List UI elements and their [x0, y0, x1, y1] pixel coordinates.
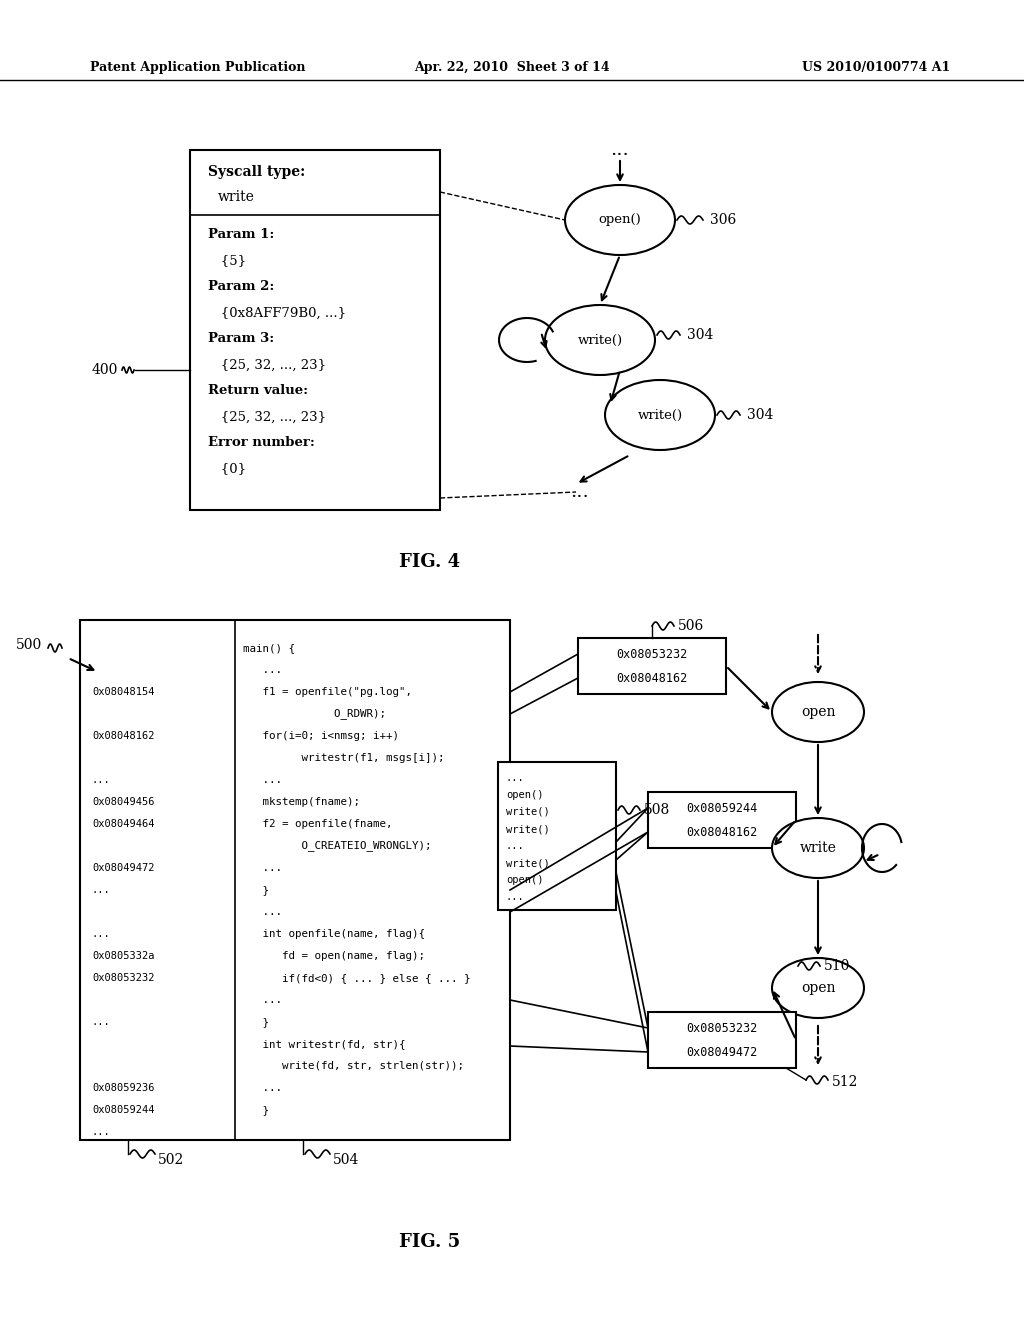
Text: }: }: [243, 1105, 269, 1115]
Text: open(): open(): [599, 214, 641, 227]
Text: 502: 502: [158, 1152, 184, 1167]
Text: Apr. 22, 2010  Sheet 3 of 14: Apr. 22, 2010 Sheet 3 of 14: [414, 62, 610, 74]
Text: 304: 304: [746, 408, 773, 422]
Text: Param 2:: Param 2:: [208, 281, 274, 293]
Text: 0x08059244: 0x08059244: [686, 801, 758, 814]
Text: FIG. 4: FIG. 4: [399, 553, 461, 572]
Text: Param 3:: Param 3:: [208, 333, 274, 346]
Text: Error number:: Error number:: [208, 437, 314, 450]
Text: for(i=0; i<nmsg; i++): for(i=0; i<nmsg; i++): [243, 731, 399, 741]
Text: ...: ...: [92, 1016, 111, 1027]
Text: ...: ...: [570, 483, 590, 502]
Text: writestr(f1, msgs[i]);: writestr(f1, msgs[i]);: [243, 752, 444, 763]
Ellipse shape: [545, 305, 655, 375]
Text: O_RDWR);: O_RDWR);: [243, 709, 386, 719]
Text: 0x08049464: 0x08049464: [92, 818, 155, 829]
Text: 0x08048162: 0x08048162: [616, 672, 688, 685]
Text: ...: ...: [92, 775, 111, 785]
Text: ...: ...: [92, 1127, 111, 1137]
Text: 0x08053232: 0x08053232: [616, 648, 688, 660]
Text: US 2010/0100774 A1: US 2010/0100774 A1: [802, 62, 950, 74]
Text: 500: 500: [15, 638, 42, 652]
Text: {0x8AFF79B0, ...}: {0x8AFF79B0, ...}: [208, 306, 346, 319]
Bar: [80, 620, 510, 1140]
Text: open: open: [801, 705, 836, 719]
Text: 0x08053232: 0x08053232: [686, 1022, 758, 1035]
Text: write(): write(): [506, 824, 550, 834]
Text: write(): write(): [506, 858, 550, 869]
Ellipse shape: [772, 682, 864, 742]
Text: ...: ...: [506, 774, 524, 783]
Text: 306: 306: [710, 213, 736, 227]
Text: f1 = openfile("pg.log",: f1 = openfile("pg.log",: [243, 686, 412, 697]
Text: ...: ...: [243, 665, 282, 675]
Text: mkstemp(fname);: mkstemp(fname);: [243, 797, 360, 807]
Text: 0x08048162: 0x08048162: [686, 825, 758, 838]
Text: ...: ...: [243, 1082, 282, 1093]
Text: {0}: {0}: [208, 462, 246, 475]
Bar: [648, 1012, 796, 1068]
Text: O_CREATEIO_WRONGLY);: O_CREATEIO_WRONGLY);: [243, 841, 431, 851]
Text: 512: 512: [831, 1074, 858, 1089]
Text: 0x08059244: 0x08059244: [92, 1105, 155, 1115]
Text: write: write: [800, 841, 837, 855]
Text: 304: 304: [687, 327, 714, 342]
Text: 510: 510: [824, 960, 850, 973]
Ellipse shape: [565, 185, 675, 255]
Text: 0x08049472: 0x08049472: [686, 1045, 758, 1059]
Text: 0x0805332a: 0x0805332a: [92, 950, 155, 961]
Text: }: }: [243, 1016, 269, 1027]
Text: Return value:: Return value:: [208, 384, 308, 397]
Text: FIG. 5: FIG. 5: [399, 1233, 461, 1251]
Bar: [578, 638, 726, 694]
Text: int writestr(fd, str){: int writestr(fd, str){: [243, 1039, 406, 1049]
Text: {25, 32, ..., 23}: {25, 32, ..., 23}: [208, 411, 326, 424]
Text: write(fd, str, strlen(str));: write(fd, str, strlen(str));: [243, 1061, 464, 1071]
Text: fd = open(name, flag);: fd = open(name, flag);: [243, 950, 425, 961]
Bar: [498, 762, 616, 909]
Text: open: open: [801, 981, 836, 995]
Text: write(): write(): [506, 807, 550, 817]
Text: Syscall type:: Syscall type:: [208, 165, 305, 180]
Text: write: write: [218, 190, 255, 205]
Text: ...: ...: [506, 892, 524, 902]
Text: Param 1:: Param 1:: [208, 228, 274, 242]
Text: {5}: {5}: [208, 255, 246, 268]
Ellipse shape: [772, 958, 864, 1018]
Text: 0x08048154: 0x08048154: [92, 686, 155, 697]
Ellipse shape: [605, 380, 715, 450]
Text: int openfile(name, flag){: int openfile(name, flag){: [243, 929, 425, 939]
Text: open(): open(): [506, 789, 544, 800]
Text: 0x08049456: 0x08049456: [92, 797, 155, 807]
Text: ...: ...: [506, 841, 524, 851]
Text: 504: 504: [333, 1152, 359, 1167]
Text: ...: ...: [92, 884, 111, 895]
Text: 0x08059236: 0x08059236: [92, 1082, 155, 1093]
Text: f2 = openfile(fname,: f2 = openfile(fname,: [243, 818, 392, 829]
Text: 506: 506: [678, 619, 705, 634]
Text: ...: ...: [243, 863, 282, 873]
Text: main() {: main() {: [243, 643, 295, 653]
Text: open(): open(): [506, 875, 544, 884]
Text: ...: ...: [92, 929, 111, 939]
Text: 0x08053232: 0x08053232: [92, 973, 155, 983]
Bar: [190, 150, 440, 510]
Text: write(): write(): [578, 334, 623, 346]
Text: 400: 400: [91, 363, 118, 378]
Text: ...: ...: [243, 907, 282, 917]
Text: write(): write(): [637, 408, 683, 421]
Text: ...: ...: [610, 141, 630, 158]
Text: 0x08049472: 0x08049472: [92, 863, 155, 873]
Text: 0x08048162: 0x08048162: [92, 731, 155, 741]
Text: ...: ...: [243, 775, 282, 785]
Bar: [648, 792, 796, 847]
Text: if(fd<0) { ... } else { ... }: if(fd<0) { ... } else { ... }: [243, 973, 470, 983]
Ellipse shape: [772, 818, 864, 878]
Text: 508: 508: [644, 803, 671, 817]
Text: {25, 32, ..., 23}: {25, 32, ..., 23}: [208, 359, 326, 371]
Text: ...: ...: [243, 995, 282, 1005]
Text: Patent Application Publication: Patent Application Publication: [90, 62, 305, 74]
Text: }: }: [243, 884, 269, 895]
